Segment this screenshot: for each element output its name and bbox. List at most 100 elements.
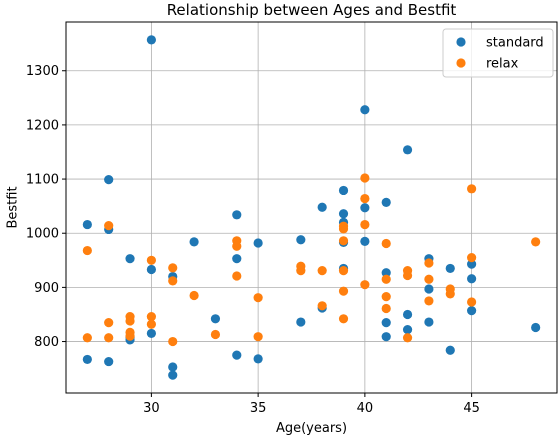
relax-point xyxy=(467,184,477,194)
relax-point xyxy=(360,280,370,290)
standard-point xyxy=(317,202,327,212)
relax-point xyxy=(210,329,221,340)
relax-point xyxy=(424,296,434,306)
legend-label-standard: standard xyxy=(486,36,544,51)
relax-point xyxy=(381,238,391,249)
relax-point xyxy=(360,219,370,230)
relax-point xyxy=(445,289,455,299)
data-points xyxy=(82,35,541,380)
relax-point xyxy=(125,331,135,341)
relax-point xyxy=(531,237,541,247)
standard-point xyxy=(146,328,156,339)
x-tick-label: 45 xyxy=(463,401,480,416)
standard-point xyxy=(402,325,413,335)
relax-point xyxy=(232,241,242,251)
standard-point xyxy=(360,203,370,213)
relax-point xyxy=(381,291,391,302)
standard-point xyxy=(381,317,391,328)
relax-point xyxy=(104,333,114,343)
relax-point xyxy=(168,276,178,286)
relax-point xyxy=(360,193,370,204)
relax-point xyxy=(381,274,391,284)
standard-point xyxy=(467,259,477,269)
standard-point xyxy=(338,209,349,219)
standard-point xyxy=(531,322,541,333)
relax-point xyxy=(338,224,349,234)
standard-point xyxy=(232,210,242,220)
standard-point xyxy=(296,317,306,327)
relax-point xyxy=(338,236,349,246)
relax-point xyxy=(424,274,434,284)
chart-title: Relationship between Ages and Bestfit xyxy=(167,1,457,19)
grid-lines xyxy=(66,22,557,393)
standard-point xyxy=(296,235,306,245)
y-axis-title: Bestfit xyxy=(6,186,21,228)
y-tick-label: 800 xyxy=(34,335,59,350)
standard-point xyxy=(424,284,434,294)
x-tick-label: 35 xyxy=(250,401,267,416)
standard-point xyxy=(104,175,114,185)
standard-point xyxy=(445,345,455,355)
standard-point xyxy=(146,35,156,45)
x-axis-title: Age(years) xyxy=(276,421,347,435)
series-relax xyxy=(82,173,541,347)
relax-point xyxy=(402,333,413,343)
legend: standard relax xyxy=(442,28,554,78)
x-tick-label: 40 xyxy=(357,401,374,416)
standard-point xyxy=(338,185,349,196)
legend-box xyxy=(442,28,554,78)
plot-area-frame xyxy=(65,21,558,394)
relax-point xyxy=(381,303,391,314)
relax-point xyxy=(338,265,349,276)
standard-point xyxy=(402,309,413,320)
standard-point xyxy=(360,105,370,115)
relax-point xyxy=(317,265,327,276)
relax-point xyxy=(104,221,114,231)
relax-point xyxy=(168,263,178,273)
y-tick-label: 1000 xyxy=(26,227,59,242)
y-tick-label: 900 xyxy=(34,281,59,296)
standard-point xyxy=(146,264,156,275)
legend-label-relax: relax xyxy=(486,57,519,72)
standard-point xyxy=(82,354,92,365)
y-tick-label: 1100 xyxy=(26,173,59,188)
standard-point xyxy=(381,268,391,278)
standard-point xyxy=(253,354,263,364)
relax-point xyxy=(360,173,370,183)
relax-point xyxy=(146,319,156,329)
relax-point xyxy=(146,255,156,265)
legend-marker-standard xyxy=(456,37,466,47)
standard-point xyxy=(402,145,413,155)
standard-point xyxy=(82,219,92,230)
legend-marker-relax xyxy=(456,58,466,68)
standard-point xyxy=(253,238,263,248)
relax-point xyxy=(467,252,477,263)
standard-point xyxy=(467,274,477,284)
relax-point xyxy=(104,317,114,328)
relax-point xyxy=(317,301,327,311)
relax-point xyxy=(232,271,242,281)
standard-point xyxy=(232,350,242,360)
standard-point xyxy=(360,236,370,246)
standard-point xyxy=(168,370,178,380)
standard-point xyxy=(445,263,455,274)
relax-point xyxy=(253,332,263,342)
relax-point xyxy=(296,265,306,276)
relax-point xyxy=(424,258,434,268)
standard-point xyxy=(381,332,391,342)
standard-point xyxy=(168,362,178,372)
relax-point xyxy=(402,270,413,281)
x-tick-label: 30 xyxy=(143,401,160,416)
relax-point xyxy=(189,290,199,301)
standard-point xyxy=(189,237,199,247)
y-tick-label: 1300 xyxy=(26,64,59,79)
axis-ticks: 30 35 40 45 800 900 1000 1100 1200 1300 xyxy=(26,64,480,416)
standard-point xyxy=(232,254,242,264)
relax-point xyxy=(82,245,92,256)
standard-point xyxy=(467,306,477,316)
relax-point xyxy=(82,333,92,343)
standard-point xyxy=(125,254,135,264)
relax-point xyxy=(168,336,178,347)
